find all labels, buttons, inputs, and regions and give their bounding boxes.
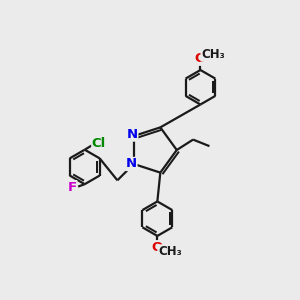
Text: F: F (68, 181, 77, 194)
Text: CH₃: CH₃ (158, 245, 182, 258)
Text: N: N (127, 128, 138, 141)
Text: Cl: Cl (92, 137, 106, 150)
Text: O: O (152, 241, 163, 254)
Text: O: O (195, 52, 206, 65)
Text: N: N (126, 158, 137, 170)
Text: CH₃: CH₃ (201, 48, 225, 61)
